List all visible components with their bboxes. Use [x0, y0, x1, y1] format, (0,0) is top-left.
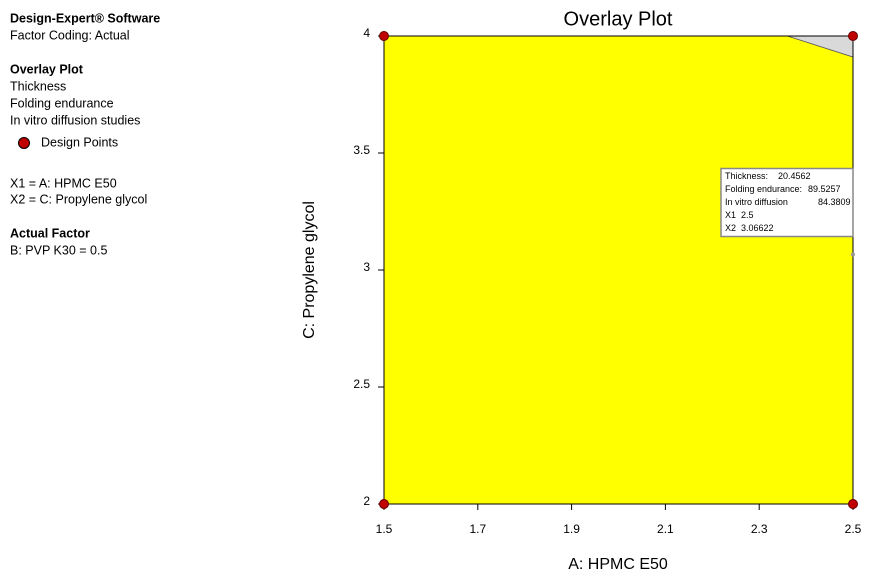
actual-factor: B: PVP K30 = 0.5	[10, 243, 107, 257]
design-point	[379, 31, 389, 41]
chart-title: Overlay Plot	[564, 8, 673, 30]
response: Folding endurance	[10, 96, 114, 110]
sidebar: Design-Expert® Software Factor Coding: A…	[10, 11, 160, 257]
response: In vitro diffusion studies	[10, 113, 140, 127]
flag-name: X1	[725, 210, 736, 220]
flag-value: 89.5257	[808, 184, 841, 194]
x-axis-label: A: HPMC E50	[568, 556, 668, 573]
flag-value: 2.5	[741, 210, 754, 220]
x-tick-label: 1.5	[376, 522, 393, 536]
x-tick-label: 1.9	[563, 522, 580, 536]
plot-heading: Overlay Plot	[10, 62, 84, 76]
coding: Factor Coding: Actual	[10, 28, 130, 42]
flag-name: Folding endurance:	[725, 184, 802, 194]
flag-value: 3.06622	[741, 223, 774, 233]
flag-value: 20.4562	[778, 171, 811, 181]
software: Design-Expert® Software	[10, 11, 160, 25]
design-point	[379, 499, 389, 509]
feasible-region	[384, 36, 853, 504]
flag-name: In vitro diffusion	[725, 197, 788, 207]
flag-point	[851, 252, 855, 257]
y-tick-label: 2.5	[353, 377, 370, 391]
flag-value: 84.3809	[818, 197, 851, 207]
x-tick-label: 2.3	[751, 522, 768, 536]
y-tick-label: 3	[363, 260, 370, 274]
y-axis-label: C: Propylene glycol	[301, 201, 318, 339]
response: Thickness	[10, 79, 66, 93]
x-tick-label: 2.1	[657, 522, 674, 536]
factor: X1 = A: HPMC E50	[10, 176, 117, 190]
y-tick-label: 4	[363, 26, 370, 40]
x-tick-label: 2.5	[845, 522, 862, 536]
flag-name: Thickness:	[725, 171, 768, 181]
factor: X2 = C: Propylene glycol	[10, 192, 147, 206]
design-point	[848, 31, 858, 41]
legend-marker	[18, 137, 30, 149]
actual-heading: Actual Factor	[10, 226, 90, 240]
x-tick-label: 1.7	[469, 522, 486, 536]
flag-box	[720, 167, 854, 238]
y-tick-label: 3.5	[353, 143, 370, 157]
legend-label: Design Points	[41, 135, 118, 149]
design-point	[848, 499, 858, 509]
y-tick-label: 2	[363, 494, 370, 508]
flag-name: X2	[725, 223, 736, 233]
